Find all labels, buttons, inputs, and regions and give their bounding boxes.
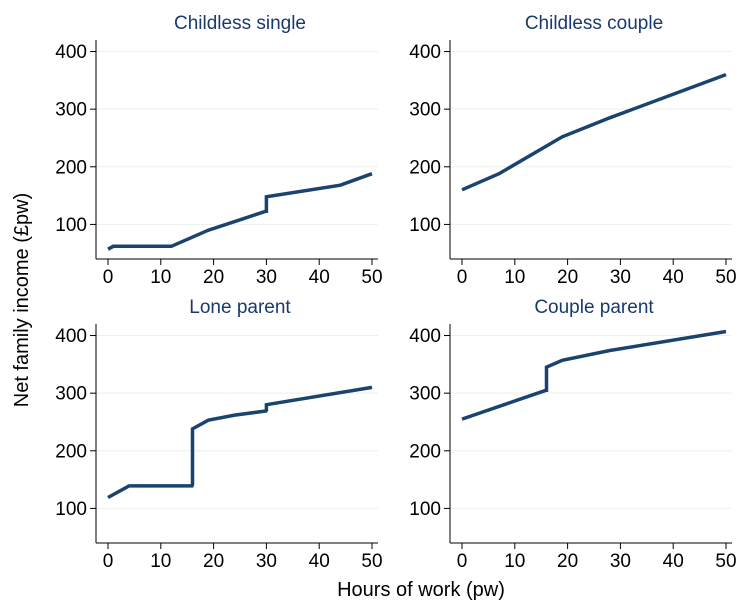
y-tick-label: 400: [55, 42, 87, 63]
y-tick-label: 400: [409, 326, 441, 347]
x-tick-label: 10: [150, 267, 171, 288]
x-tick-label: 40: [309, 551, 330, 572]
x-tick-label: 30: [256, 551, 277, 572]
y-tick-label: 300: [55, 384, 87, 405]
y-tick-label: 200: [409, 441, 441, 462]
y-tick-label: 100: [55, 215, 87, 236]
series-line: [107, 172, 373, 251]
panel-title: Couple parent: [534, 297, 654, 318]
x-tick-label: 50: [361, 551, 382, 572]
y-axis-title: Net family income (£pw): [11, 193, 33, 408]
series-line: [107, 385, 373, 500]
panel-title: Childless single: [174, 13, 306, 34]
x-tick-label: 0: [457, 551, 468, 572]
y-tick-label: 100: [55, 499, 87, 520]
x-tick-label: 30: [610, 551, 631, 572]
series-line: [461, 72, 727, 192]
x-tick-label: 40: [663, 551, 684, 572]
panel-1: Childless single 100 200 300 400 0 10 20 30 40 50: [55, 13, 382, 288]
y-tick-label: 200: [55, 157, 87, 178]
y-tick-label: 300: [409, 384, 441, 405]
y-tick-label: 200: [55, 441, 87, 462]
y-tick-label: 100: [409, 499, 441, 520]
panel-title: Lone parent: [189, 297, 291, 318]
panel-title: Childless couple: [525, 13, 663, 34]
x-tick-label: 20: [557, 267, 578, 288]
series-line: [461, 329, 727, 421]
panel-2: Childless couple 100 200 300 400 0 10 20 30 40 50: [409, 13, 736, 288]
y-tick-label: 300: [409, 100, 441, 121]
x-tick-label: 50: [715, 267, 736, 288]
x-tick-label: 20: [203, 551, 224, 572]
x-tick-label: 10: [150, 551, 171, 572]
x-tick-label: 10: [504, 267, 525, 288]
x-tick-label: 30: [256, 267, 277, 288]
x-tick-label: 20: [557, 551, 578, 572]
x-tick-label: 0: [103, 267, 114, 288]
y-tick-label: 400: [409, 42, 441, 63]
x-tick-label: 30: [610, 267, 631, 288]
y-tick-label: 400: [55, 326, 87, 347]
x-tick-label: 50: [361, 267, 382, 288]
y-tick-label: 200: [409, 157, 441, 178]
x-tick-label: 0: [457, 267, 468, 288]
x-tick-label: 40: [663, 267, 684, 288]
panel-3: Lone parent 100 200 300 400 0 10 20 30 40 50: [55, 297, 382, 572]
y-tick-label: 300: [55, 100, 87, 121]
x-axis-title: Hours of work (pw): [337, 579, 505, 601]
x-tick-label: 40: [309, 267, 330, 288]
y-tick-label: 100: [409, 215, 441, 236]
x-tick-label: 20: [203, 267, 224, 288]
x-tick-label: 10: [504, 551, 525, 572]
x-tick-label: 50: [715, 551, 736, 572]
x-tick-label: 0: [103, 551, 114, 572]
panel-4: Couple parent 100 200 300 400 0 10 20 30 40 50: [409, 297, 736, 572]
